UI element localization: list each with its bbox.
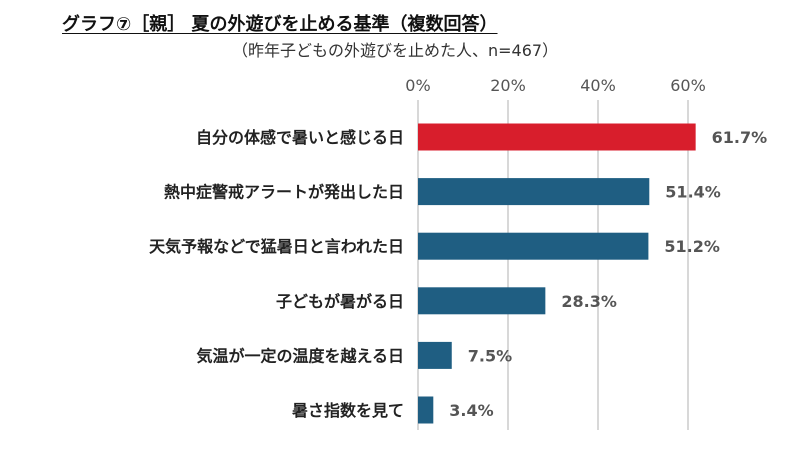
bar-5 — [418, 341, 452, 369]
bar-2 — [418, 178, 650, 206]
chart-subtitle: （昨年子どもの外遊びを止めた人、n=467） — [232, 41, 559, 60]
bar-1 — [418, 123, 696, 151]
data-label: 51.4% — [665, 183, 721, 202]
x-tick-label: 20% — [490, 76, 526, 95]
data-label: 61.7% — [712, 128, 768, 147]
chart-title: グラフ⑦［親］ 夏の外遊びを止める基準（複数回答） — [62, 14, 498, 35]
category-label: 気温が一定の温度を越える日 — [196, 346, 404, 365]
category-label: 天気予報などで猛暑日と言われた日 — [149, 237, 404, 256]
data-label: 7.5% — [468, 346, 512, 365]
data-label: 3.4% — [449, 401, 493, 420]
bar-4 — [418, 287, 546, 315]
x-tick-label: 40% — [580, 76, 616, 95]
x-tick-label: 60% — [670, 76, 706, 95]
data-label: 28.3% — [561, 292, 617, 311]
category-label: 子どもが暑がる日 — [276, 292, 404, 311]
x-tick-label: 0% — [405, 76, 430, 95]
bar-3 — [418, 232, 649, 260]
bar-6 — [418, 396, 434, 424]
category-label: 熱中症警戒アラートが発出した日 — [164, 183, 404, 202]
data-label: 51.2% — [664, 237, 720, 256]
category-label: 暑さ指数を見て — [291, 401, 404, 420]
category-label: 自分の体感で暑いと感じる日 — [196, 128, 404, 147]
